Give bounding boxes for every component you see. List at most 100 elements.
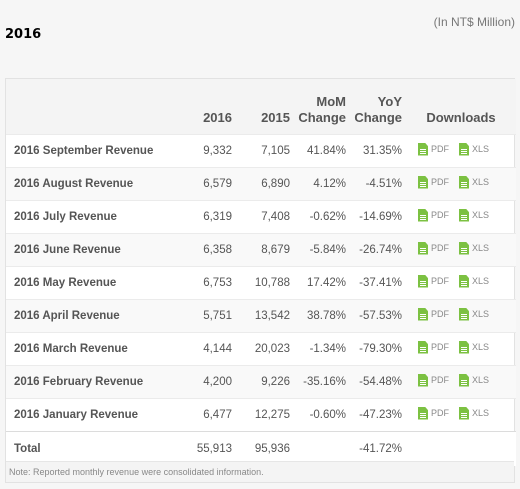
total-row: Total 55,913 95,936 -41.72% bbox=[6, 431, 516, 466]
header-mom-change: MoM Change bbox=[294, 79, 350, 134]
value-2016: 4,200 bbox=[203, 375, 232, 388]
xls-label: XLS bbox=[472, 210, 490, 220]
pdf-download-link[interactable]: PDF bbox=[418, 175, 449, 189]
pdf-file-icon bbox=[418, 307, 428, 321]
downloads-cell: PDF XLS bbox=[406, 167, 516, 200]
value-2016: 5,751 bbox=[203, 309, 232, 322]
revenue-table: 2016 2015 MoM Change YoY Change Downloads … bbox=[6, 79, 516, 466]
value-2016: 6,319 bbox=[203, 210, 232, 223]
pdf-file-icon bbox=[418, 241, 428, 255]
table-row: 2016 September Revenue 9,332 7,105 41.84% 31… bbox=[6, 134, 516, 167]
yoy-change: 31.35% bbox=[362, 144, 402, 157]
pdf-file-icon bbox=[418, 175, 428, 189]
pdf-file-icon bbox=[418, 274, 428, 288]
yoy-change: -79.30% bbox=[359, 342, 402, 355]
xls-file-icon bbox=[459, 307, 469, 321]
pdf-file-icon bbox=[418, 142, 428, 156]
table-header-row: 2016 2015 MoM Change YoY Change Downloads bbox=[6, 79, 516, 134]
yoy-change: -26.74% bbox=[359, 243, 402, 256]
row-label: 2016 June Revenue bbox=[14, 243, 121, 256]
table-row: 2016 June Revenue 6,358 8,679 -5.84% -26.74%… bbox=[6, 233, 516, 266]
mom-change: 4.12% bbox=[313, 177, 346, 190]
mom-change: 17.42% bbox=[306, 276, 346, 289]
row-label: 2016 August Revenue bbox=[14, 177, 134, 190]
pdf-file-icon bbox=[418, 340, 428, 354]
pdf-download-link[interactable]: PDF bbox=[418, 241, 449, 255]
xls-file-icon bbox=[459, 340, 469, 354]
xls-label: XLS bbox=[472, 342, 490, 352]
header-yoy-line1: YoY bbox=[377, 93, 402, 109]
header-label bbox=[6, 79, 178, 134]
downloads-cell: PDF XLS bbox=[406, 299, 516, 332]
mom-change: -1.34% bbox=[309, 342, 346, 355]
value-2015: 6,890 bbox=[261, 177, 290, 190]
total-2016: 55,913 bbox=[196, 442, 232, 455]
value-2015: 7,408 bbox=[261, 210, 290, 223]
downloads-cell: PDF XLS bbox=[406, 332, 516, 365]
pdf-label: PDF bbox=[431, 210, 449, 220]
downloads-cell: PDF XLS bbox=[406, 200, 516, 233]
xls-download-link[interactable]: XLS bbox=[459, 373, 490, 387]
xls-label: XLS bbox=[472, 177, 490, 187]
value-2016: 9,332 bbox=[203, 144, 232, 157]
downloads-cell: PDF XLS bbox=[406, 365, 516, 398]
xls-file-icon bbox=[459, 274, 469, 288]
xls-download-link[interactable]: XLS bbox=[459, 406, 489, 420]
row-label: 2016 April Revenue bbox=[14, 309, 120, 322]
value-2016: 6,477 bbox=[203, 408, 232, 421]
xls-download-link[interactable]: XLS bbox=[459, 274, 489, 288]
pdf-download-link[interactable]: PDF bbox=[418, 208, 449, 222]
xls-file-icon bbox=[459, 208, 469, 222]
yoy-change: -57.53% bbox=[359, 309, 402, 322]
xls-download-link[interactable]: XLS bbox=[459, 241, 490, 255]
xls-label: XLS bbox=[472, 144, 490, 154]
pdf-download-link[interactable]: PDF bbox=[418, 373, 449, 387]
xls-file-icon bbox=[459, 373, 469, 387]
pdf-download-link[interactable]: PDF bbox=[418, 406, 449, 420]
xls-label: XLS bbox=[472, 375, 490, 385]
pdf-file-icon bbox=[418, 208, 428, 222]
xls-download-link[interactable]: XLS bbox=[459, 307, 489, 321]
mom-change: -0.62% bbox=[309, 210, 346, 223]
xls-download-link[interactable]: XLS bbox=[459, 208, 490, 222]
table-row: 2016 July Revenue 6,319 7,408 -0.62% -14.69%… bbox=[6, 200, 516, 233]
table-row: 2016 February Revenue 4,200 9,226 -35.16% -5… bbox=[6, 365, 516, 398]
mom-change: 38.78% bbox=[306, 309, 346, 322]
xls-label: XLS bbox=[472, 243, 490, 253]
pdf-label: PDF bbox=[431, 375, 449, 385]
xls-download-link[interactable]: XLS bbox=[459, 142, 490, 156]
total-label: Total bbox=[14, 442, 41, 455]
row-label: 2016 February Revenue bbox=[14, 375, 144, 388]
yoy-change: -54.48% bbox=[359, 375, 402, 388]
xls-file-icon bbox=[459, 406, 469, 420]
pdf-file-icon bbox=[418, 373, 428, 387]
value-2015: 12,275 bbox=[254, 408, 290, 421]
header-downloads: Downloads bbox=[426, 109, 496, 125]
yoy-change: -4.51% bbox=[365, 177, 402, 190]
pdf-download-link[interactable]: PDF bbox=[418, 307, 449, 321]
header-2016: 2016 bbox=[203, 109, 232, 125]
mom-change: 41.84% bbox=[306, 144, 346, 157]
yoy-change: -47.23% bbox=[359, 408, 402, 421]
revenue-table-panel: 2016 2015 MoM Change YoY Change Downloads … bbox=[5, 78, 516, 483]
value-2015: 9,226 bbox=[261, 375, 290, 388]
xls-download-link[interactable]: XLS bbox=[459, 175, 490, 189]
pdf-label: PDF bbox=[431, 243, 449, 253]
downloads-cell: PDF XLS bbox=[406, 266, 516, 299]
header-mom-line1: MoM bbox=[316, 93, 346, 109]
total-2015: 95,936 bbox=[254, 442, 290, 455]
pdf-download-link[interactable]: PDF bbox=[418, 274, 449, 288]
xls-download-link[interactable]: XLS bbox=[459, 340, 490, 354]
pdf-label: PDF bbox=[431, 309, 449, 319]
table-row: 2016 January Revenue 6,477 12,275 -0.60% -47… bbox=[6, 398, 516, 431]
total-yoy: -41.72% bbox=[359, 442, 402, 455]
table-row: 2016 August Revenue 6,579 6,890 4.12% -4.51%… bbox=[6, 167, 516, 200]
mom-change: -35.16% bbox=[303, 375, 346, 388]
table-row: 2016 May Revenue 6,753 10,788 17.42% -37.41%… bbox=[6, 266, 516, 299]
unit-note: (In NT$ Million) bbox=[433, 15, 515, 29]
pdf-label: PDF bbox=[431, 408, 449, 418]
header-yoy-line2: Change bbox=[354, 109, 402, 125]
pdf-download-link[interactable]: PDF bbox=[418, 340, 449, 354]
downloads-cell: PDF XLS bbox=[406, 398, 516, 431]
pdf-download-link[interactable]: PDF bbox=[418, 142, 449, 156]
